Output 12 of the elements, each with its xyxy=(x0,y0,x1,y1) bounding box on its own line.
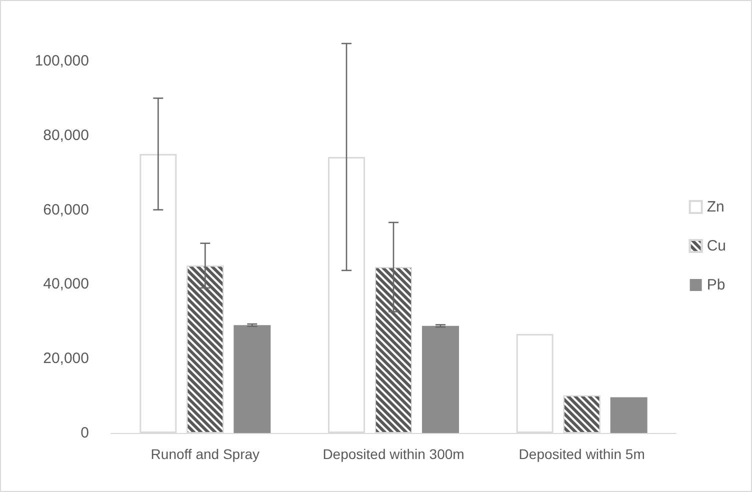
legend-label: Cu xyxy=(706,238,726,254)
y-tick-label: 80,000 xyxy=(43,126,89,144)
y-tick-label: 0 xyxy=(80,424,89,442)
x-tick-label: Runoff and Spray xyxy=(150,446,260,462)
y-tick-label: 20,000 xyxy=(43,350,89,368)
y-tick-label: 40,000 xyxy=(43,276,89,293)
x-tick-label: Deposited within 300m xyxy=(322,446,464,462)
y-tick-label: 60,000 xyxy=(43,201,89,218)
legend-label: Zn xyxy=(706,198,724,216)
y-tick-label: 100,000 xyxy=(34,52,89,70)
legend-label: Pb xyxy=(706,276,726,294)
x-tick-label: Deposited within 5m xyxy=(518,446,645,462)
